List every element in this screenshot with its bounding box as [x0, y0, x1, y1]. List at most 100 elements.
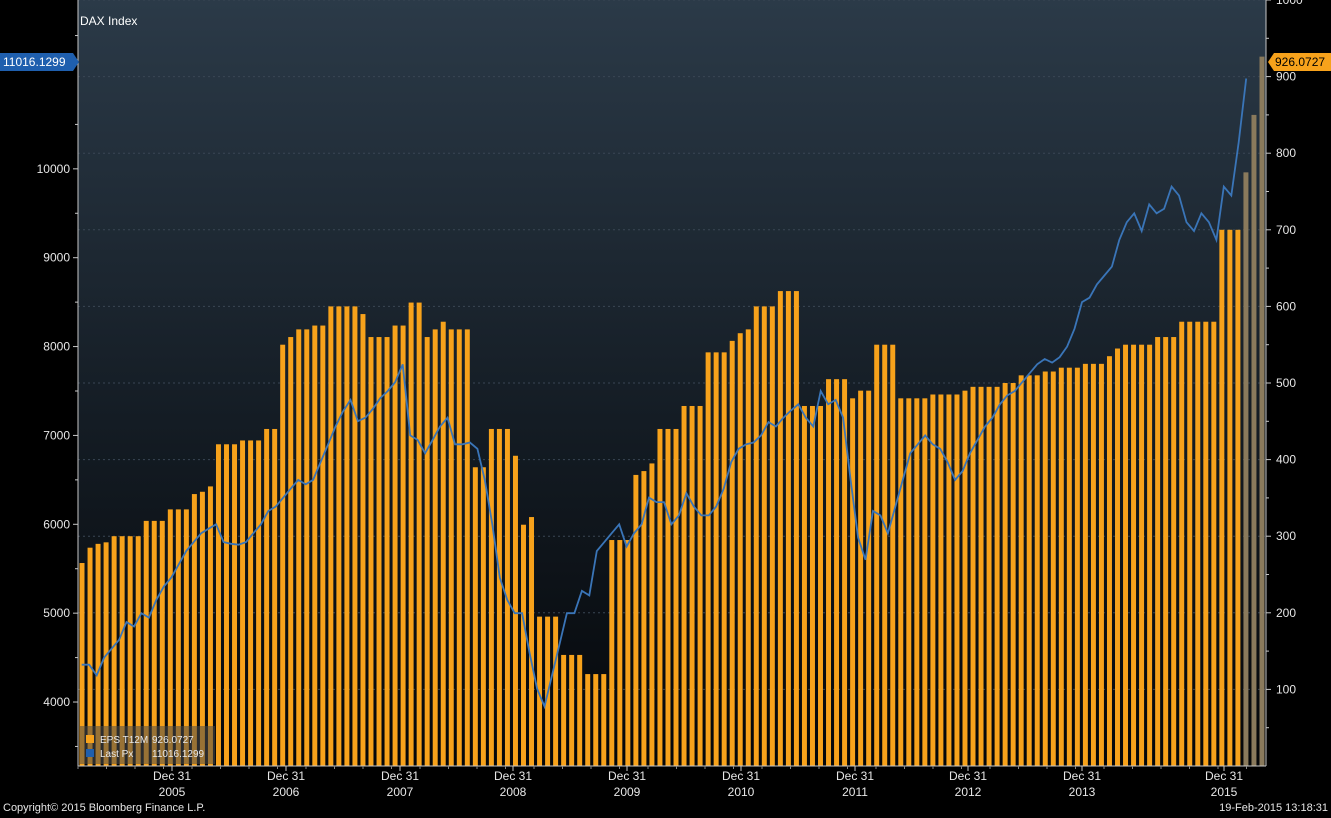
timestamp-text: 19-Feb-2015 13:18:31	[1219, 802, 1328, 814]
eps-bar	[890, 344, 896, 766]
eps-bar	[818, 405, 823, 766]
eps-bar	[938, 394, 944, 766]
eps-bar	[400, 325, 406, 766]
eps-bar	[641, 471, 647, 766]
eps-bar	[336, 306, 342, 766]
eps-bar	[119, 536, 125, 766]
eps-bar	[721, 352, 727, 766]
x-tick-label: Dec 31	[1205, 769, 1243, 783]
eps-bar	[609, 540, 615, 766]
eps-bar	[504, 428, 510, 766]
eps-bar	[681, 405, 687, 766]
eps-bar	[1115, 348, 1120, 766]
eps-bar	[930, 394, 936, 766]
legend-value-eps: 926.0727	[152, 735, 194, 746]
eps-bars	[79, 56, 1265, 767]
x-tick-label: Dec 31	[608, 769, 646, 783]
x-tick-year: 2005	[159, 785, 186, 799]
eps-bar	[159, 520, 165, 766]
eps-bar	[264, 428, 270, 766]
eps-bar	[834, 379, 840, 766]
x-tick-label: Dec 31	[494, 769, 532, 783]
eps-bar	[392, 325, 398, 766]
legend-swatch-price	[86, 749, 94, 757]
eps-bar	[1211, 321, 1217, 766]
eps-bar	[1171, 337, 1177, 766]
eps-bar	[858, 390, 864, 766]
left-tick-label: 10000	[37, 162, 71, 176]
eps-bar	[464, 329, 470, 766]
eps-bar	[713, 352, 719, 766]
eps-bar	[496, 428, 502, 766]
right-tick-label: 400	[1276, 453, 1296, 467]
eps-bar	[87, 547, 93, 766]
eps-forecast-bar	[1251, 114, 1257, 766]
eps-bar	[697, 405, 703, 766]
eps-bar	[1098, 363, 1104, 766]
eps-bar	[1042, 371, 1048, 766]
eps-bar	[1131, 344, 1137, 766]
eps-bar	[143, 520, 149, 766]
right-tick-label: 100	[1276, 682, 1296, 696]
eps-bar	[625, 540, 631, 766]
eps-forecast-bar	[1243, 172, 1249, 767]
x-axis-ticks: Dec 31 2005 Dec 31 2006 Dec 31 2007 Dec 31 2008…	[77, 766, 1247, 799]
legend-label-eps: EPS T12M	[100, 735, 148, 746]
left-tick-label: 9000	[43, 251, 70, 265]
eps-bar	[769, 306, 775, 766]
left-tick-label: 4000	[43, 695, 70, 709]
eps-bar	[1010, 383, 1016, 766]
eps-bar	[529, 517, 535, 766]
x-tick-label: Dec 31	[722, 769, 760, 783]
eps-bar	[376, 337, 382, 766]
eps-bar	[1195, 321, 1201, 766]
eps-bar	[432, 329, 438, 766]
eps-bar	[240, 440, 246, 766]
right-tick-label: 200	[1276, 606, 1296, 620]
x-tick-year: 2011	[842, 785, 868, 799]
eps-bar	[1074, 367, 1080, 766]
eps-bar	[488, 428, 494, 766]
eps-bar	[914, 398, 920, 766]
left-tick-label: 5000	[43, 606, 70, 620]
right-tick-label: 900	[1276, 70, 1296, 84]
eps-bar	[673, 428, 679, 766]
eps-bar	[1123, 344, 1129, 766]
eps-bar	[521, 524, 526, 766]
eps-bar	[866, 390, 872, 766]
left-tick-label: 7000	[43, 428, 70, 442]
eps-bar	[801, 405, 807, 766]
eps-bar	[304, 329, 310, 766]
eps-bar	[368, 337, 374, 766]
eps-bar	[320, 325, 326, 766]
eps-bar	[512, 455, 518, 766]
eps-bar	[183, 509, 189, 766]
eps-bar	[312, 325, 318, 766]
x-tick-label: Dec 31	[153, 769, 191, 783]
eps-bar	[850, 398, 856, 766]
eps-bar	[95, 543, 101, 766]
eps-bar	[328, 306, 334, 766]
eps-bar	[617, 540, 623, 766]
eps-bar	[215, 444, 221, 766]
eps-bar	[416, 302, 422, 766]
eps-bar	[1066, 367, 1072, 766]
eps-bar	[633, 474, 639, 766]
eps-bar	[1227, 229, 1233, 767]
eps-bar	[882, 344, 888, 766]
eps-bar	[1179, 321, 1185, 766]
eps-bar	[585, 674, 591, 766]
eps-bar	[1050, 371, 1056, 766]
eps-bar	[729, 340, 735, 766]
eps-bar	[480, 467, 486, 766]
x-tick-year: 2013	[1069, 785, 1096, 799]
eps-bar	[737, 333, 743, 766]
eps-bar	[665, 428, 671, 766]
eps-bar	[906, 398, 912, 766]
legend-label-price: Last Px	[100, 749, 133, 760]
eps-bar	[1139, 344, 1145, 766]
eps-badge: 926.0727	[1268, 53, 1331, 71]
eps-bar	[553, 616, 559, 766]
eps-bar	[946, 394, 952, 766]
eps-bar	[793, 291, 799, 766]
